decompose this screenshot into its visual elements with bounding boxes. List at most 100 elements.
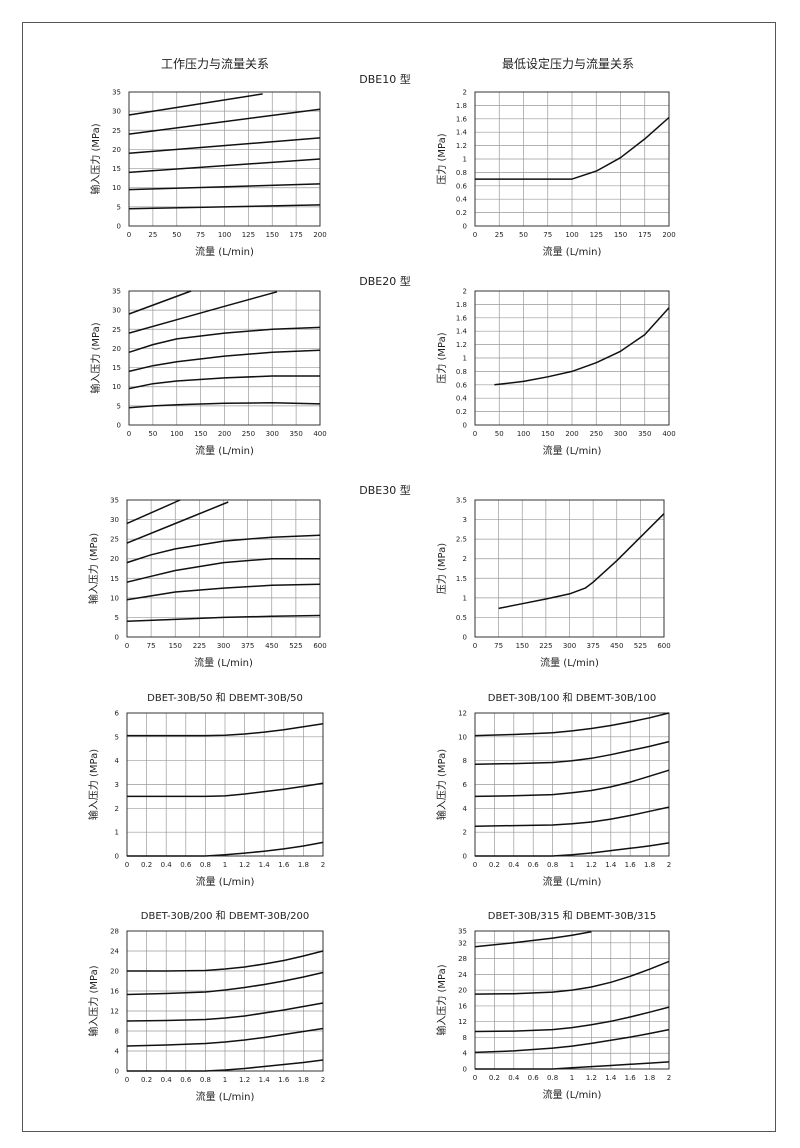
dbe10-min-y-axis-label: 压力 (MPa) [435, 133, 448, 184]
dbe30-working-x-tick-label: 525 [289, 642, 302, 650]
dbe20-working-y-tick-label: 0 [117, 422, 121, 430]
dbet-200-series-line [127, 1059, 324, 1072]
dbet-200-series-line [126, 1027, 324, 1047]
dbe20-working-series-line [128, 402, 321, 409]
dbe20-working-series-line [128, 291, 278, 334]
dbet-200-y-tick-label: 4 [115, 1048, 120, 1056]
dbe20-min-y-tick-label: 1 [463, 355, 467, 363]
dbe30-min-y-tick-label: 0.5 [456, 614, 467, 622]
dbet-315-series-line [475, 1061, 670, 1070]
dbet-200-series-line [127, 950, 324, 972]
dbe30-working-x-tick-label: 75 [147, 642, 156, 650]
dbet-200-x-axis-label: 流量 (L/min) [196, 1090, 255, 1103]
dbe30-min-y-tick-label: 2 [463, 555, 467, 563]
dbet-50-x-tick-label: 1.4 [259, 861, 271, 869]
dbe10-working-series-line [128, 93, 263, 116]
dbet-200-x-tick-label: 0.8 [200, 1076, 211, 1084]
dbet-50-y-tick-label: 2 [115, 805, 119, 813]
dbe30-working-series-line [126, 614, 321, 623]
dbe30-working-y-tick-label: 25 [110, 536, 119, 544]
dbet-50-y-axis-label: 输入压力 (MPa) [87, 749, 100, 820]
dbe20-min-x-tick-label: 400 [662, 430, 675, 438]
dbet-100-x-tick-label: 0.2 [489, 861, 500, 869]
dbe20-working-y-tick-label: 10 [112, 383, 121, 391]
dbe10-min-y-tick-label: 1.4 [456, 129, 468, 137]
dbet-50-y-tick-label: 4 [115, 757, 120, 765]
dbet-100-x-tick-label: 1.6 [625, 861, 637, 869]
dbe20-min-x-tick-label: 150 [541, 430, 554, 438]
dbe30-working-series-line [126, 557, 320, 583]
dbe10-min-y-tick-label: 0.8 [456, 169, 467, 177]
dbet-200-x-tick-label: 0.4 [161, 1076, 173, 1084]
dbet-200-series-line [126, 1002, 324, 1022]
dbe20-min-x-tick-label: 200 [565, 430, 578, 438]
dbet-315-y-tick-label: 35 [458, 928, 467, 936]
dbe10-min-x-tick-label: 0 [473, 231, 477, 239]
dbet-100-chart-title: DBET-30B/100 和 DBEMT-30B/100 [488, 692, 656, 704]
dbet-50-x-tick-label: 2 [321, 861, 325, 869]
dbe10-min-x-axis-label: 流量 (L/min) [543, 245, 602, 258]
dbe20-working-y-axis-label: 输入压力 (MPa) [89, 322, 102, 393]
dbe20-working-x-tick-label: 50 [148, 430, 157, 438]
dbet-50-y-tick-label: 1 [115, 829, 119, 837]
dbe20-working-x-axis-label: 流量 (L/min) [195, 444, 254, 457]
dbet-100-y-tick-label: 6 [463, 781, 468, 789]
dbe30-min-y-axis-label: 压力 (MPa) [435, 543, 448, 594]
dbet-100-plot-frame [474, 712, 670, 857]
dbet-100-x-tick-label: 1.8 [644, 861, 655, 869]
dbet-50-y-tick-label: 5 [115, 733, 119, 741]
dbe20-min-x-tick-label: 50 [495, 430, 504, 438]
dbe10-min-series-line [475, 116, 670, 180]
dbe20-min-y-axis-label: 压力 (MPa) [435, 332, 448, 383]
dbe10-min-x-tick-label: 100 [565, 231, 578, 239]
dbe10-min-x-tick-label: 175 [638, 231, 651, 239]
dbe20-min-y-tick-label: 0.8 [456, 368, 467, 376]
dbe30-min-y-tick-label: 1.5 [456, 575, 467, 583]
dbe10-min-y-tick-label: 0.6 [456, 182, 468, 190]
dbe10-min-y-tick-label: 1.8 [456, 102, 467, 110]
dbe10-min-y-tick-label: 0 [463, 223, 467, 231]
dbet-200-y-tick-label: 8 [115, 1028, 119, 1036]
dbe20-working-x-tick-label: 300 [266, 430, 279, 438]
dbe30-working-x-tick-label: 300 [217, 642, 230, 650]
dbet-315-y-tick-label: 24 [458, 971, 467, 979]
dbet-200-x-tick-label: 1.4 [259, 1076, 271, 1084]
dbet-200-y-tick-label: 12 [110, 1008, 119, 1016]
dbet-200-x-tick-label: 1.8 [298, 1076, 309, 1084]
dbe30-min-y-tick-label: 1 [463, 594, 467, 602]
dbe10-working-y-tick-label: 5 [117, 203, 121, 211]
dbe30-working-plot-frame [126, 499, 321, 638]
dbe30-working-series-line [126, 583, 321, 601]
dbe10-working-y-axis-label: 输入压力 (MPa) [89, 123, 102, 194]
dbet-315-series-line [474, 931, 592, 948]
dbe20-working-x-tick-label: 250 [242, 430, 255, 438]
dbet-100-x-tick-label: 0.8 [547, 861, 558, 869]
dbe10-working-x-tick-label: 150 [266, 231, 279, 239]
dbet-50-x-tick-label: 0.6 [180, 861, 192, 869]
dbe30-working-y-tick-label: 10 [110, 594, 119, 602]
dbe10-min-y-tick-label: 1 [463, 156, 467, 164]
dbet-50-y-tick-label: 0 [115, 853, 119, 861]
dbe10-min-y-tick-label: 2 [463, 89, 467, 97]
dbe20-working-y-tick-label: 20 [112, 345, 121, 353]
dbet-50-y-tick-label: 3 [115, 781, 119, 789]
dbe30-working-x-tick-label: 375 [241, 642, 254, 650]
dbet-200-x-tick-label: 0.2 [141, 1076, 152, 1084]
dbe10-min-plot-frame [474, 91, 670, 227]
dbe10-min-y-tick-label: 0.4 [456, 196, 468, 204]
dbet-100-y-tick-label: 4 [463, 805, 468, 813]
dbe30-min-y-tick-label: 3 [463, 516, 467, 524]
dbet-50-x-tick-label: 1.2 [239, 861, 250, 869]
dbe30-working-y-tick-label: 5 [115, 614, 119, 622]
dbe20-min-y-tick-label: 0.4 [456, 395, 468, 403]
dbet-200-chart-title: DBET-30B/200 和 DBEMT-30B/200 [141, 910, 309, 922]
dbe30-working-y-tick-label: 35 [110, 497, 119, 505]
right-column-header: 最低设定压力与流量关系 [501, 57, 635, 71]
dbe20-working-y-tick-label: 5 [117, 402, 121, 410]
dbe30-min-x-tick-label: 375 [586, 642, 599, 650]
dbet-50-chart-title: DBET-30B/50 和 DBEMT-30B/50 [147, 692, 303, 704]
dbe30-min-x-tick-label: 450 [610, 642, 623, 650]
dbe20-min-x-tick-label: 300 [614, 430, 627, 438]
dbe10-min-x-tick-label: 125 [590, 231, 603, 239]
